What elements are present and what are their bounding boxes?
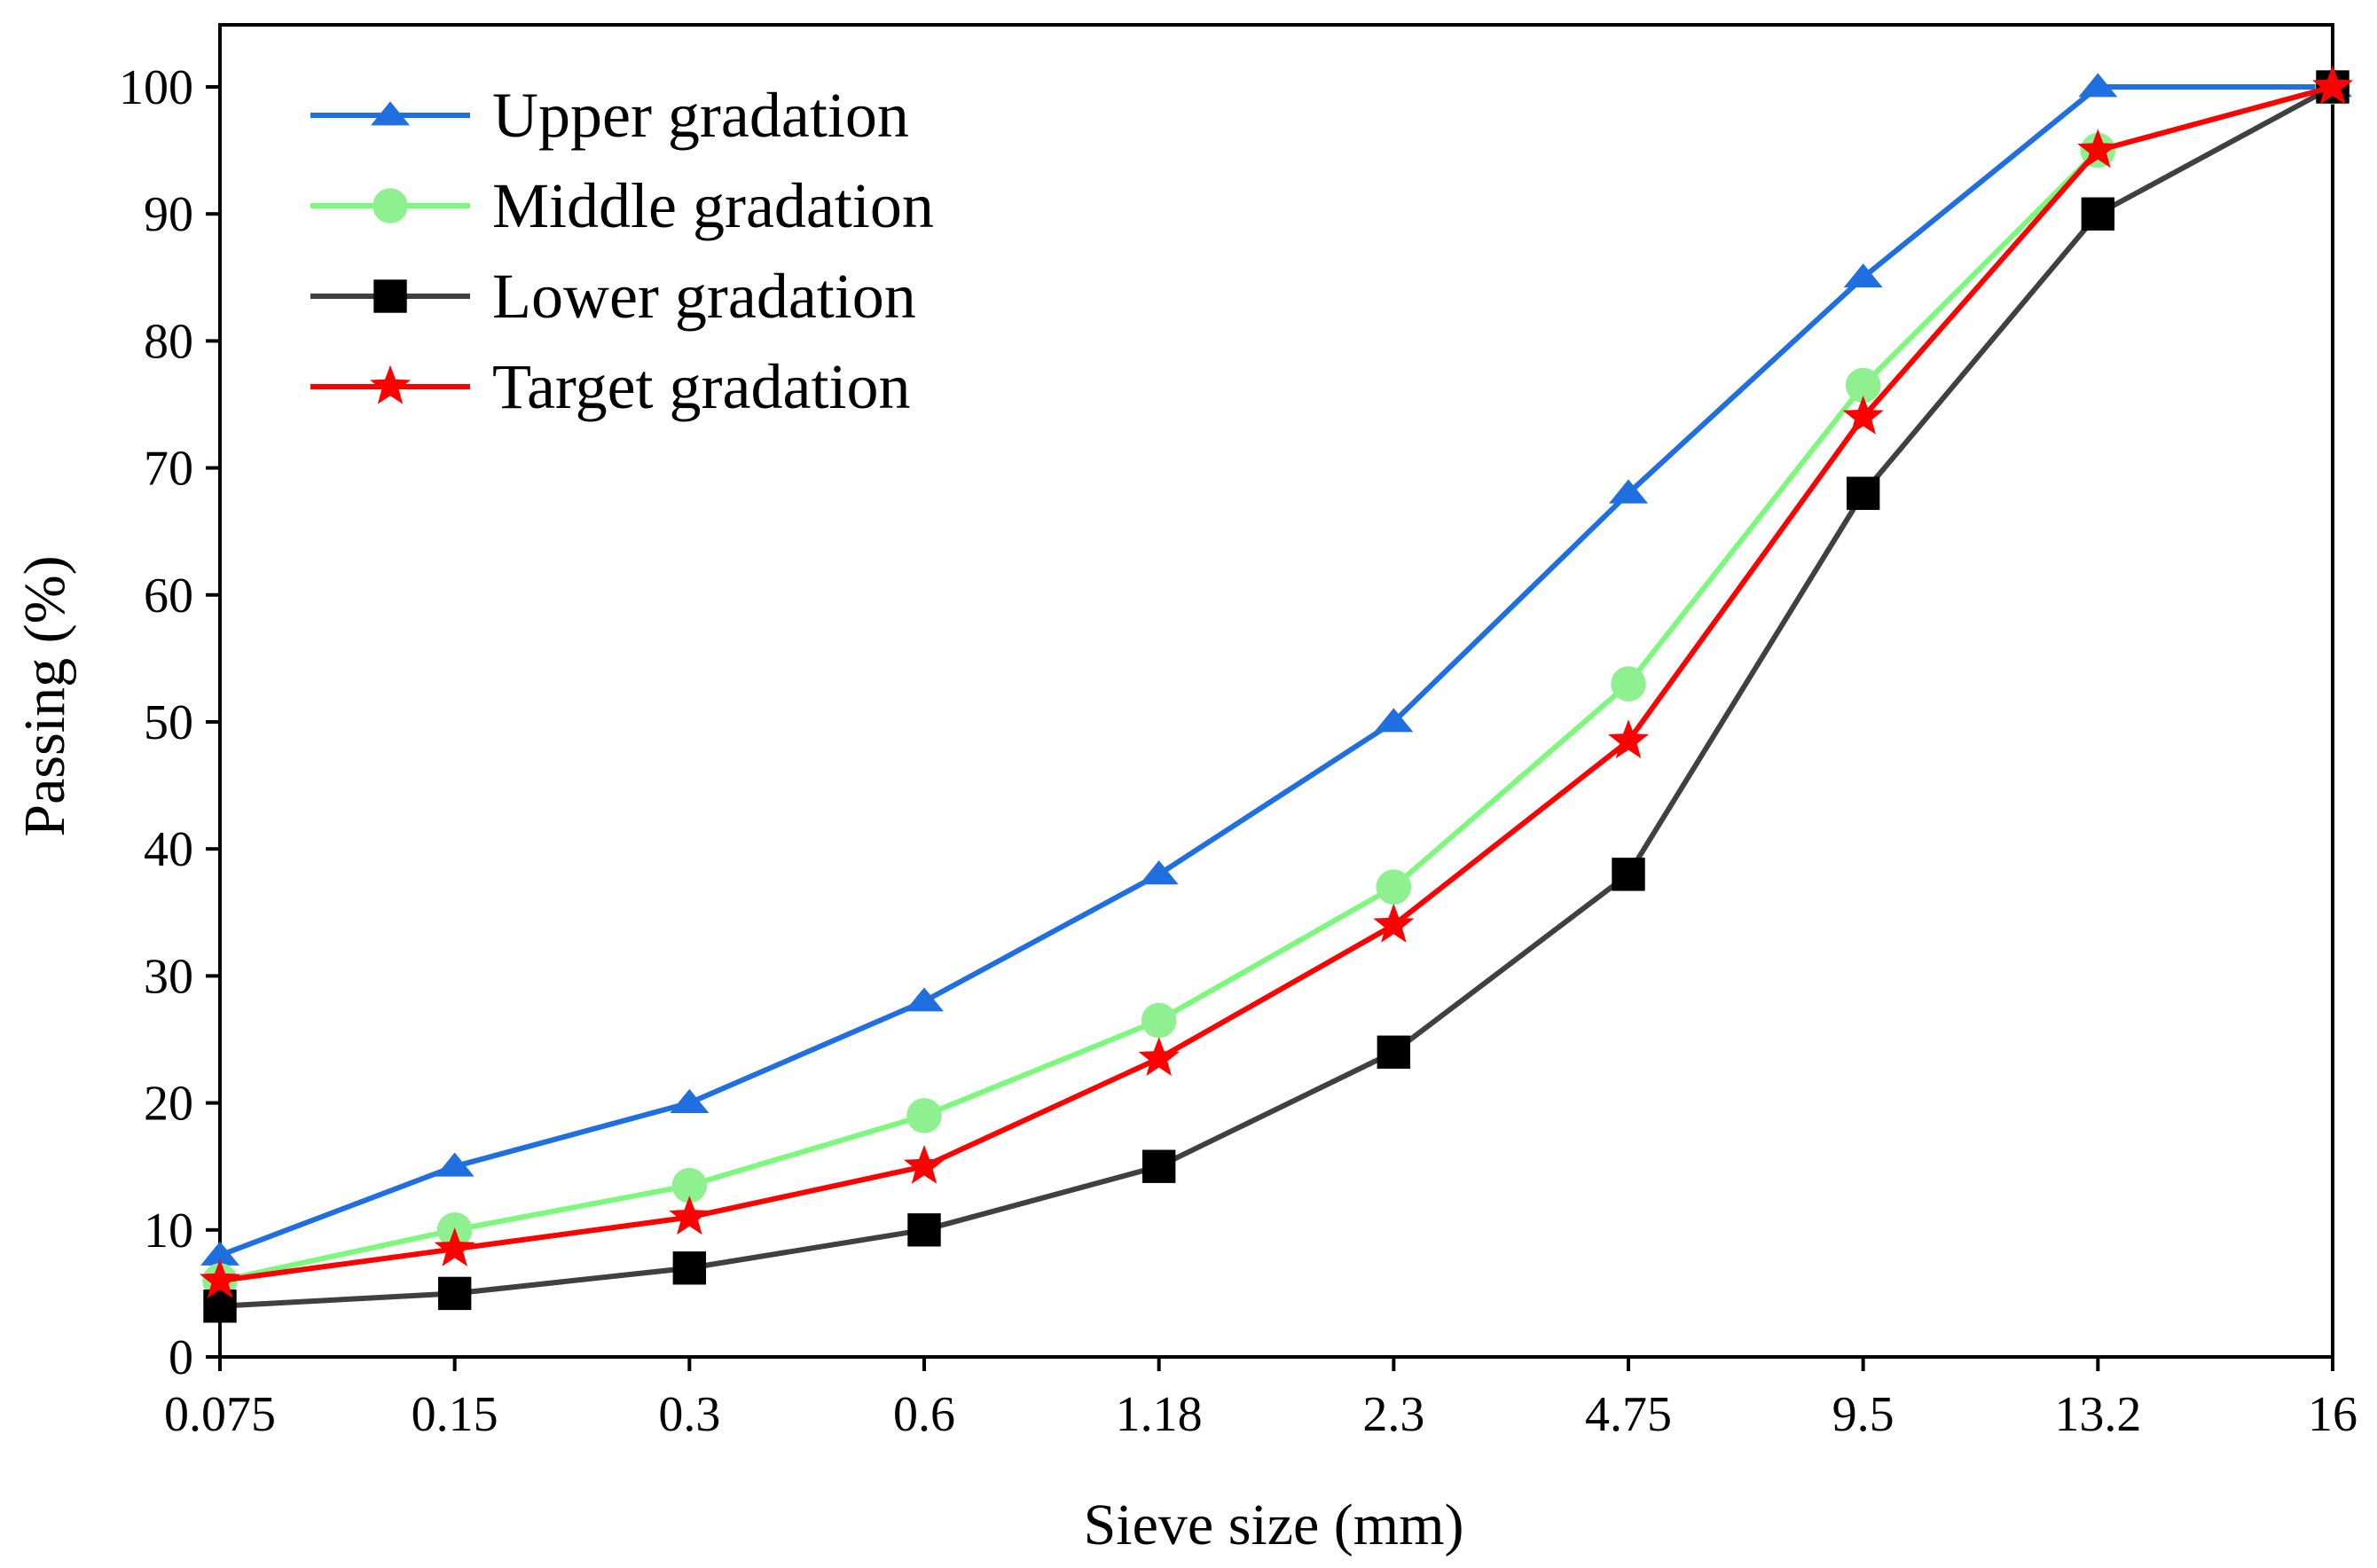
y-tick-label: 10 <box>144 1203 193 1258</box>
data-point <box>670 1088 710 1113</box>
data-point <box>2078 73 2118 98</box>
data-point <box>669 1196 710 1235</box>
y-tick-label: 50 <box>144 695 193 750</box>
x-tick-label: 0.15 <box>412 1387 498 1442</box>
series-lower-gradation <box>203 70 2350 1323</box>
data-point <box>1138 1037 1180 1077</box>
x-tick-label: 0.075 <box>164 1387 276 1442</box>
data-point <box>904 1145 945 1184</box>
x-tick-label: 4.75 <box>1585 1387 1672 1442</box>
legend-label: Lower gradation <box>492 261 916 332</box>
data-point <box>907 1213 941 1247</box>
x-tick-label: 2.3 <box>1362 1387 1424 1442</box>
data-point <box>1843 263 1883 288</box>
data-point <box>1141 1149 1176 1183</box>
data-point <box>672 1251 707 1285</box>
data-point <box>1373 903 1415 943</box>
legend-item: Middle gradation <box>310 170 934 241</box>
data-point <box>1377 1035 1411 1070</box>
data-point <box>1609 479 1648 504</box>
data-point <box>671 1167 708 1203</box>
legend-label: Middle gradation <box>492 170 934 241</box>
legend-label: Target gradation <box>492 351 910 422</box>
y-tick-label: 70 <box>144 442 193 497</box>
y-tick-label: 90 <box>144 187 193 242</box>
series-line-target-gradation <box>219 84 2334 1284</box>
legend-marker <box>373 279 407 313</box>
x-tick-label: 16 <box>2308 1387 2357 1442</box>
data-point <box>200 1258 240 1298</box>
data-point <box>2081 197 2115 231</box>
data-point <box>905 987 944 1012</box>
x-tick-label: 0.3 <box>658 1387 720 1442</box>
legend-label: Upper gradation <box>492 80 909 151</box>
data-point <box>437 1276 472 1311</box>
legend-marker <box>370 365 411 404</box>
y-tick-label: 40 <box>144 822 193 877</box>
legend-item: Target gradation <box>310 351 910 422</box>
data-point <box>2312 65 2353 105</box>
data-point <box>434 1227 475 1266</box>
plot-frame <box>218 23 2334 1359</box>
axes: 0 10 20 30 40 50 60 70 80 90 100 0.075 0.15 0.3 0.6 1.1… <box>119 23 2357 1442</box>
legend-marker <box>371 101 410 126</box>
data-point <box>1611 666 1646 702</box>
y-tick-label: 60 <box>144 568 193 623</box>
series-target-gradation <box>200 65 2353 1298</box>
legend-item: Upper gradation <box>310 80 909 151</box>
series-line-upper-gradation <box>218 84 2333 1258</box>
y-tick-label: 20 <box>144 1077 193 1132</box>
y-axis-title: Passing (%) <box>12 555 77 836</box>
x-tick-label: 0.6 <box>893 1387 955 1442</box>
series-line-lower-gradation <box>219 84 2334 1309</box>
legend-item: Lower gradation <box>310 261 916 332</box>
x-axis-title: Sieve size (mm) <box>1084 1493 1464 1557</box>
data-point <box>1845 367 1881 404</box>
series-group <box>200 65 2353 1323</box>
legend-marker <box>373 188 408 223</box>
legend: Upper gradation Middle gradation Lower gra… <box>310 80 934 422</box>
data-point <box>1374 708 1414 733</box>
series-middle-gradation <box>202 69 2350 1298</box>
data-point <box>2077 129 2119 169</box>
series-line-middle-gradation <box>219 84 2334 1284</box>
y-tick-label: 80 <box>144 314 193 369</box>
y-tick-label: 0 <box>169 1330 193 1385</box>
data-point <box>200 1241 239 1266</box>
y-tick-label: 30 <box>144 949 193 1004</box>
series-upper-gradation <box>200 73 2352 1266</box>
data-point <box>1141 1002 1177 1039</box>
y-tick-label: 100 <box>119 60 193 115</box>
data-point <box>1139 860 1179 885</box>
data-point <box>906 1098 942 1133</box>
data-point <box>1842 396 1884 435</box>
data-point <box>1608 719 1649 759</box>
x-tick-label: 13.2 <box>2054 1387 2141 1442</box>
data-point <box>1612 858 1645 891</box>
data-point <box>435 1152 475 1177</box>
data-point <box>1846 476 1880 510</box>
data-point <box>1376 869 1412 905</box>
x-tick-label: 1.18 <box>1116 1387 1203 1442</box>
x-tick-label: 9.5 <box>1832 1387 1895 1442</box>
